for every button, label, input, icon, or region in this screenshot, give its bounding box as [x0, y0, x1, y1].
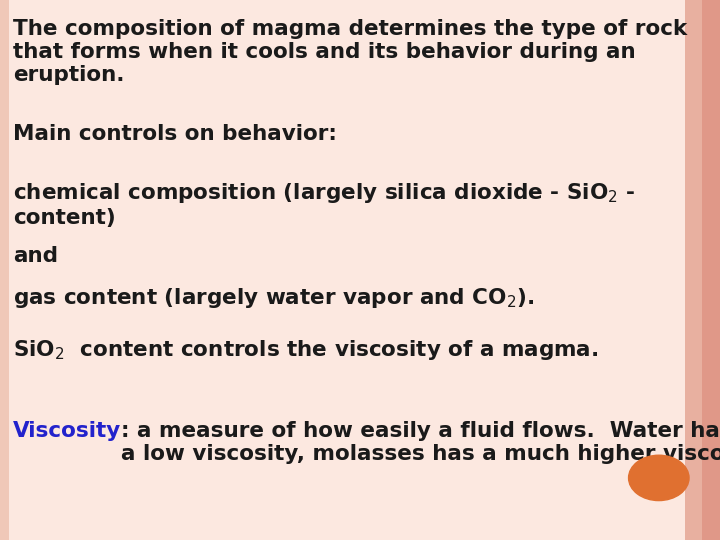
Bar	[0, 0, 9, 540]
Bar	[702, 0, 720, 540]
Circle shape	[629, 455, 689, 501]
Text: and: and	[13, 246, 58, 266]
Bar	[685, 0, 706, 540]
Text: The composition of magma determines the type of rock
that forms when it cools an: The composition of magma determines the …	[13, 19, 687, 85]
Text: Viscosity: Viscosity	[13, 421, 121, 441]
Text: SiO$_2$  content controls the viscosity of a magma.: SiO$_2$ content controls the viscosity o…	[13, 338, 598, 361]
Text: chemical composition (largely silica dioxide - SiO$_2$ -
content): chemical composition (largely silica dio…	[13, 181, 635, 228]
Text: gas content (largely water vapor and CO$_2$).: gas content (largely water vapor and CO$…	[13, 286, 534, 310]
Text: : a measure of how easily a fluid flows.  Water has
a low viscosity, molasses ha: : a measure of how easily a fluid flows.…	[121, 421, 720, 464]
Text: Main controls on behavior:: Main controls on behavior:	[13, 124, 337, 144]
